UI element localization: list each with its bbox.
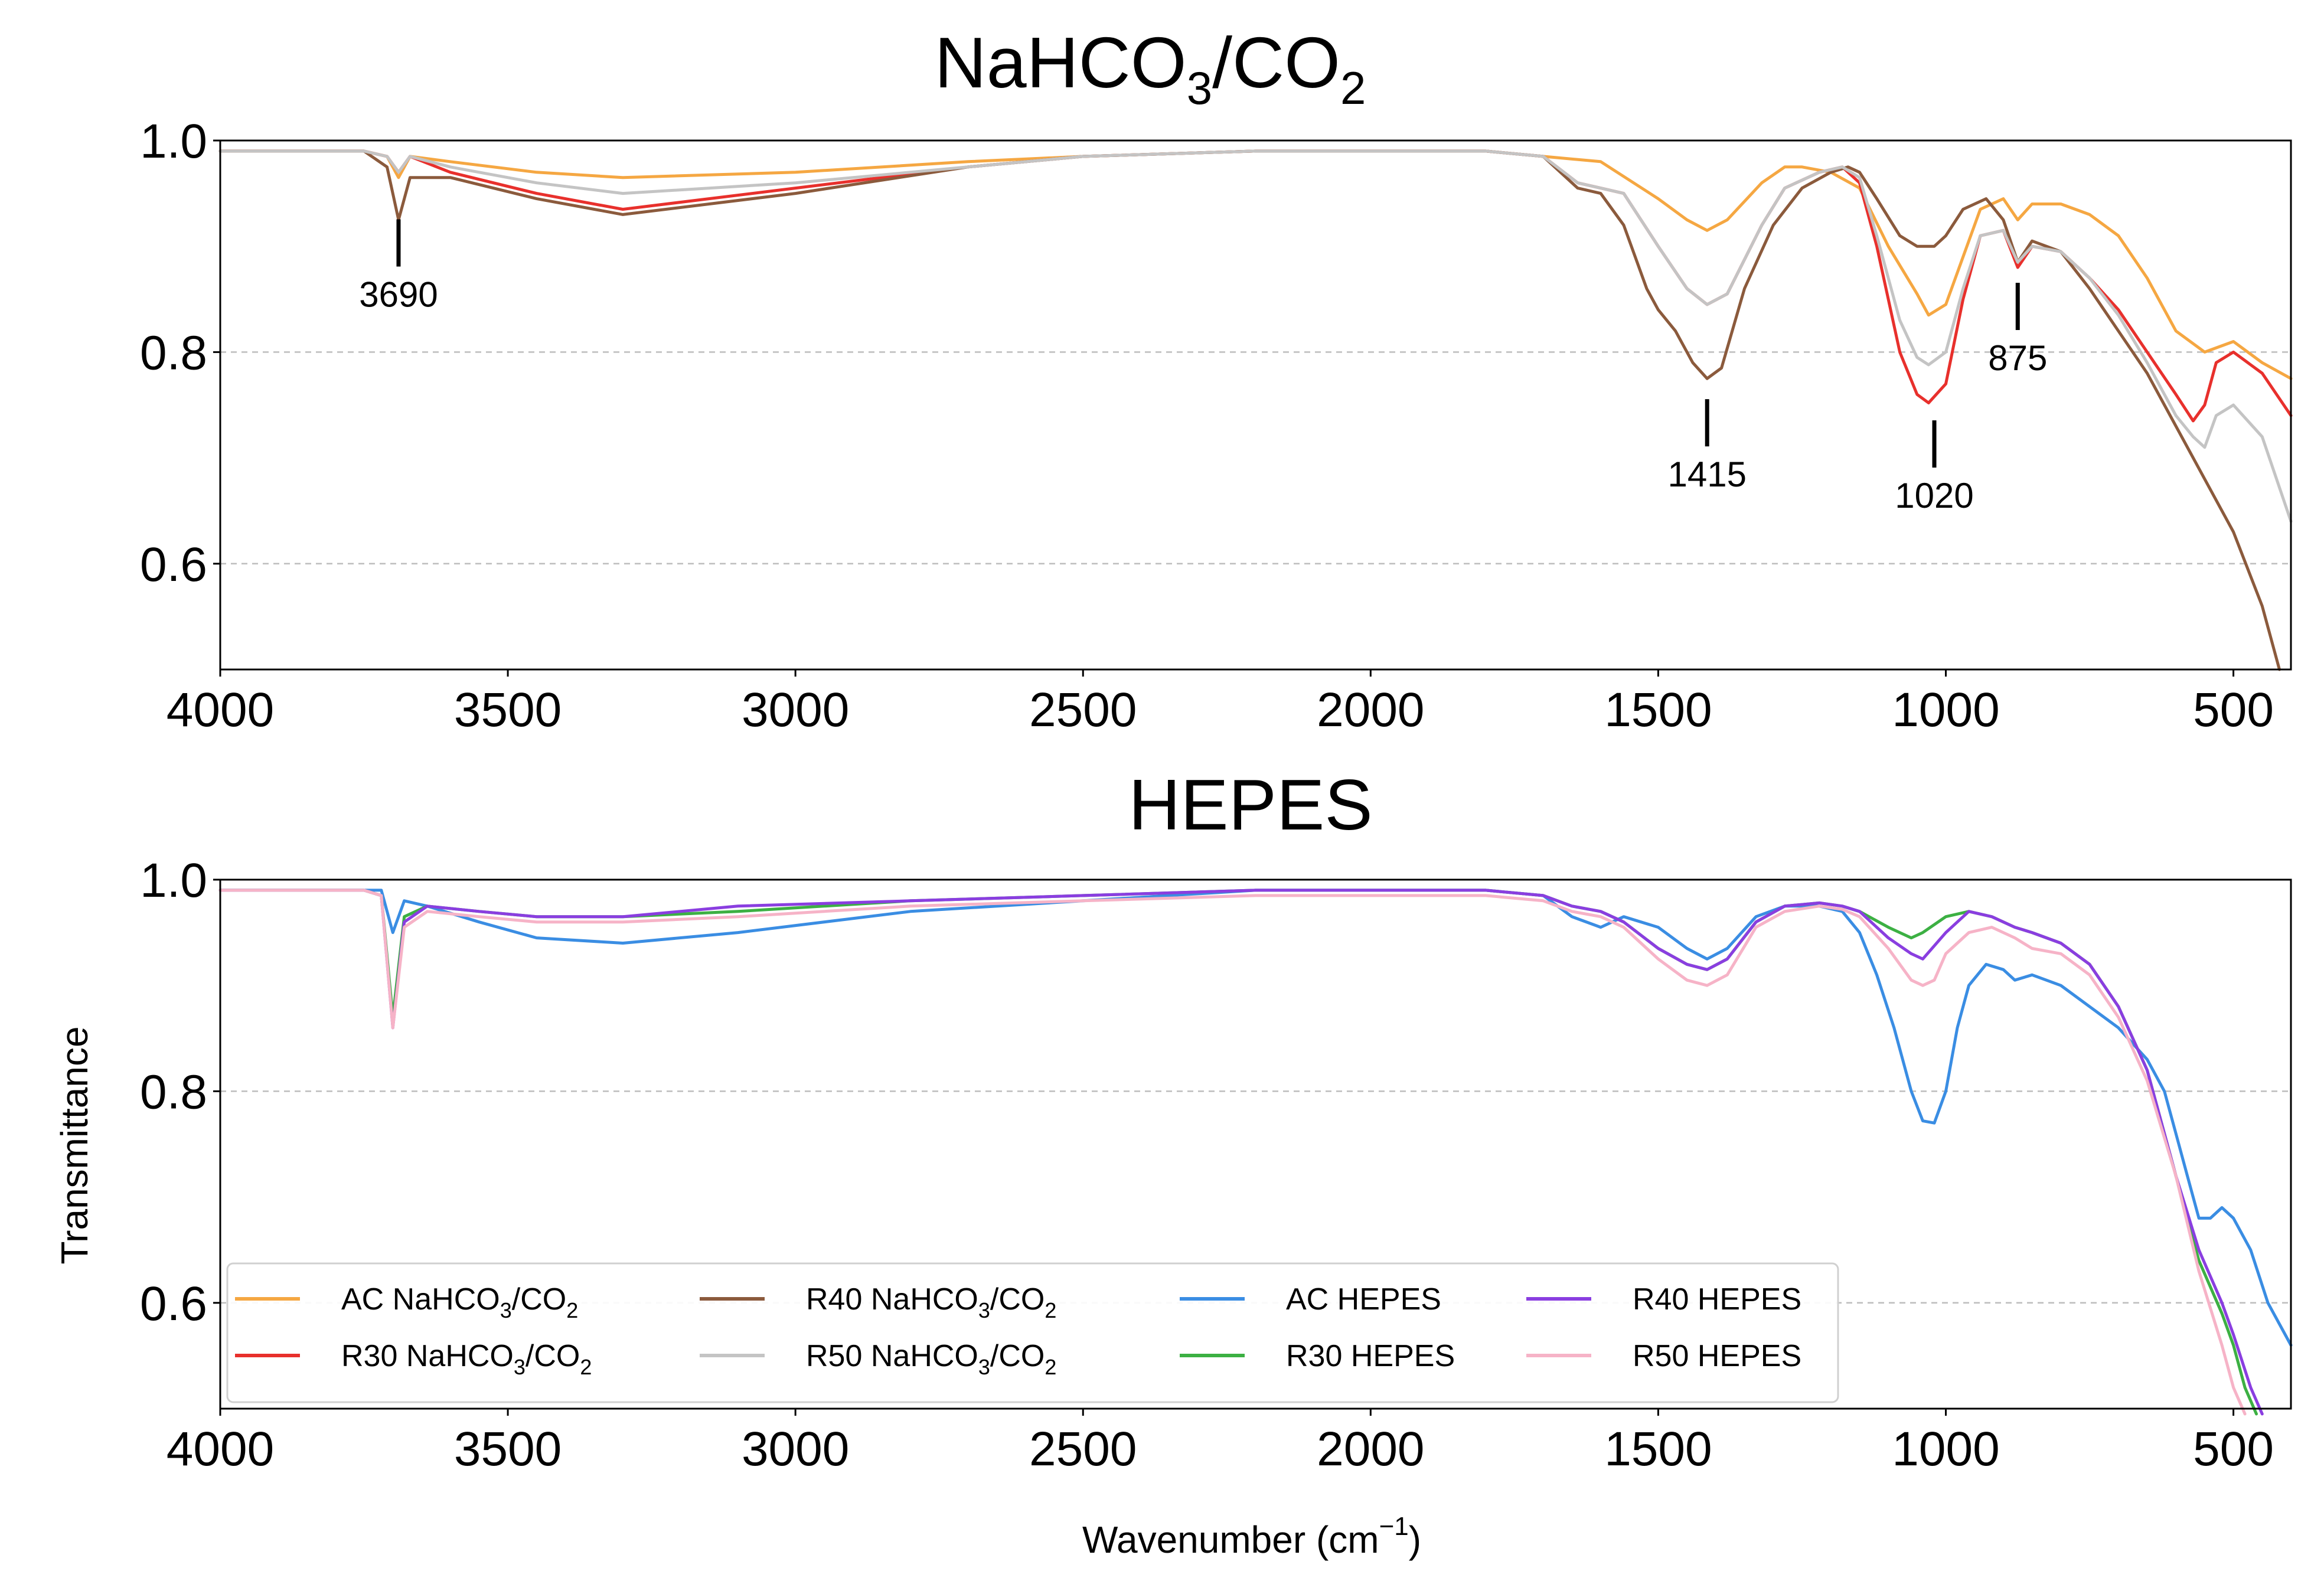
top-xtick-label-4000: 4000 (167, 683, 274, 737)
top-gridlines (220, 351, 2291, 565)
bottom-x-ticks: 4000 3500 3000 2500 2000 1500 1000 500 (167, 1409, 2274, 1476)
series-r40-hepes (218, 889, 2264, 1416)
legend-label-sub: 2 (566, 1298, 578, 1322)
bot-xtick-label-1000: 1000 (1892, 1422, 1999, 1476)
bot-xtick-label-2500: 2500 (1029, 1422, 1137, 1476)
legend-label-sub: 2 (1045, 1355, 1056, 1379)
bottom-panel: HEPES 4000 3500 3000 2500 2000 1500 1000 500 0.… (53, 765, 2293, 1561)
title-nahco: NaHCO (935, 22, 1187, 103)
title-co: /CO (1212, 22, 1340, 103)
legend-label-sub: 2 (1045, 1298, 1056, 1322)
bot-ytick-label-0-6: 0.6 (140, 1277, 207, 1331)
y-axis-label: Transmittance (53, 1026, 96, 1264)
legend-label-mid: /CO (525, 1339, 580, 1373)
legend-label-mid: /CO (512, 1282, 566, 1317)
legend-label-sub: 3 (978, 1355, 990, 1379)
top-xtick-label-1500: 1500 (1604, 683, 1712, 737)
top-ytick-label-0-6: 0.6 (140, 538, 207, 592)
legend-box (226, 1262, 1839, 1403)
bot-xtick-label-1500: 1500 (1604, 1422, 1712, 1476)
x-axis-label-sup: −1 (1379, 1512, 1409, 1541)
legend-label-r40_hepes: R40 HEPES (1633, 1282, 1801, 1317)
legend-label-r30_hepes: R30 HEPES (1286, 1339, 1455, 1373)
top-xtick-label-2000: 2000 (1317, 683, 1424, 737)
top-y-ticks: 0.6 0.8 1.0 (140, 115, 220, 592)
legend-label-prefix: R30 NaHCO (341, 1339, 514, 1373)
x-axis-label-end: ) (1409, 1518, 1421, 1561)
legend-label-prefix: R50 NaHCO (806, 1339, 978, 1373)
bottom-series-group (218, 889, 2293, 1416)
legend-label-sub: 2 (580, 1355, 592, 1379)
top-xtick-label-3000: 3000 (742, 683, 849, 737)
bottom-y-ticks: 0.6 0.8 1.0 (140, 854, 220, 1331)
top-xtick-label-3500: 3500 (454, 683, 562, 737)
legend-label-r30_nahco3: R30 NaHCO3/CO2 (341, 1339, 592, 1379)
x-axis-label: Wavenumber (cm−1) (1082, 1512, 1421, 1561)
bottom-panel-title: HEPES (1128, 765, 1373, 845)
bot-ytick-label-0-8: 0.8 (140, 1065, 207, 1119)
bot-ytick-label-1: 1.0 (140, 854, 207, 907)
title-sub-3: 3 (1187, 62, 1212, 114)
series-ac-hepes (218, 889, 2293, 1347)
bot-xtick-label-500: 500 (2193, 1422, 2274, 1476)
legend-label-ac_nahco3: AC NaHCO3/CO2 (341, 1282, 578, 1322)
top-ytick-label-1: 1.0 (140, 115, 207, 168)
legend-label-ac_hepes: AC HEPES (1286, 1282, 1441, 1317)
bot-xtick-label-3000: 3000 (742, 1422, 849, 1476)
top-series-group (218, 149, 2293, 671)
legend-label-prefix: AC NaHCO (341, 1282, 500, 1317)
legend-label-r40_nahco3: R40 NaHCO3/CO2 (806, 1282, 1056, 1322)
bot-xtick-label-4000: 4000 (167, 1422, 274, 1476)
top-xtick-label-500: 500 (2193, 683, 2274, 737)
annotation-label-1415: 1415 (1667, 455, 1746, 494)
series-r40-nahco3-co2 (218, 149, 2281, 671)
title-sub-2: 2 (1340, 62, 1366, 114)
series-ac-nahco3-co2 (218, 149, 2293, 380)
x-axis-label-main: Wavenumber (cm (1082, 1518, 1379, 1561)
series-r30-nahco3-co2 (218, 149, 2293, 423)
legend-label-r50_hepes: R50 HEPES (1633, 1339, 1801, 1373)
top-ytick-label-0-8: 0.8 (140, 326, 207, 380)
bot-xtick-label-3500: 3500 (454, 1422, 562, 1476)
top-panel-title: NaHCO3/CO2 (935, 22, 1366, 114)
top-annotations: 3690 1415 1020 875 (359, 219, 2047, 515)
series-r50-nahco3-co2 (218, 149, 2293, 523)
top-xtick-label-1000: 1000 (1892, 683, 1999, 737)
annotation-label-1020: 1020 (1895, 476, 1973, 515)
annotation-label-875: 875 (1988, 338, 2047, 378)
legend-label-prefix: R40 NaHCO (806, 1282, 978, 1317)
legend-label-sub: 3 (978, 1298, 990, 1322)
legend-label-mid: /CO (990, 1339, 1045, 1373)
bottom-plot-frame (219, 878, 2292, 1410)
legend-label-sub: 3 (514, 1355, 525, 1379)
series-r50-hepes (218, 889, 2247, 1416)
top-xtick-label-2500: 2500 (1029, 683, 1137, 737)
legend-label-r50_nahco3: R50 NaHCO3/CO2 (806, 1339, 1056, 1379)
legend-label-sub: 3 (500, 1298, 512, 1322)
top-x-ticks: 4000 3500 3000 2500 2000 1500 1000 500 (167, 669, 2274, 737)
bot-xtick-label-2000: 2000 (1317, 1422, 1424, 1476)
annotation-label-3690: 3690 (359, 275, 438, 315)
top-plot-frame (219, 139, 2292, 671)
legend-label-mid: /CO (990, 1282, 1045, 1317)
